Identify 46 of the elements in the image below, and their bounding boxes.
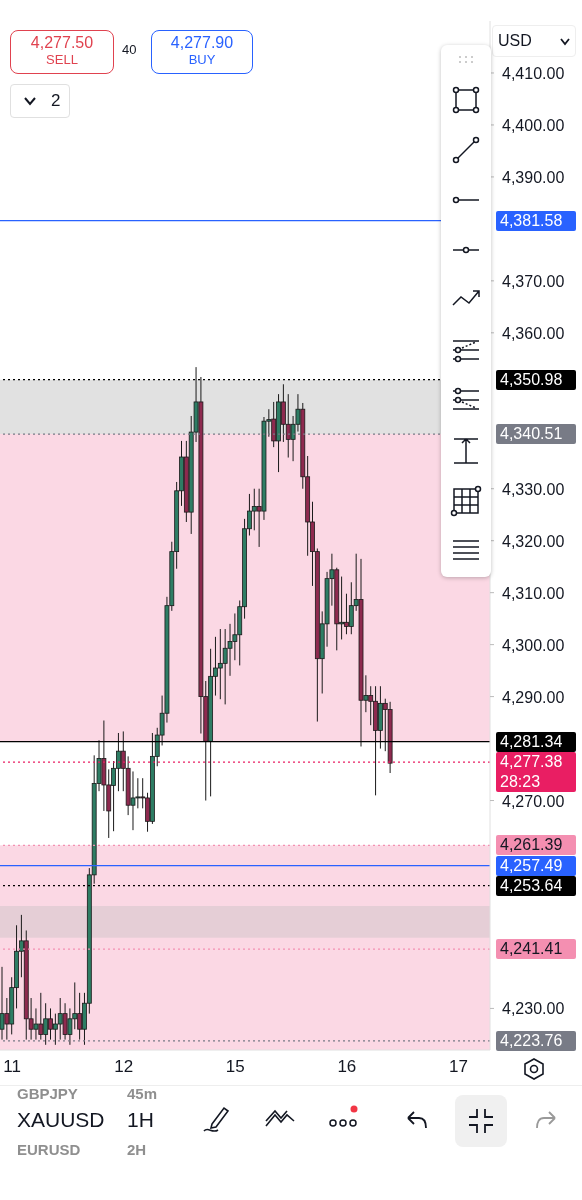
ref-line-label: 4,223.76: [500, 1030, 564, 1051]
y-tick-label: 4,310.00: [502, 584, 565, 602]
x-tick-label: 15: [225, 1057, 245, 1076]
annotation: 2: [51, 91, 61, 111]
y-tick-label: 4,370.00: [502, 272, 565, 290]
ref-line-label: 4,261.39: [500, 835, 564, 856]
ref-line-label: 4,253.64: [500, 875, 564, 896]
y-tick-label: 4,400.00: [502, 116, 565, 134]
ref-line-label: 4,277.38: [500, 752, 564, 773]
candlestick: [0, 966, 5, 1041]
annotation: 40: [122, 42, 137, 57]
x-tick-label: 12: [114, 1057, 134, 1076]
text: 45m: [127, 1085, 158, 1102]
annotation: BUY: [187, 52, 217, 67]
annotation: SELL: [45, 52, 79, 67]
y-tick-label: 4,360.00: [502, 324, 565, 342]
y-tick-label: 4,230.00: [502, 1000, 565, 1018]
annotation: 4,277.90: [169, 34, 235, 52]
candlestick: [251, 488, 257, 531]
candlestick: [280, 383, 286, 443]
y-tick-label: 4,390.00: [502, 168, 565, 186]
y-tick-label: 4,300.00: [502, 636, 565, 654]
ref-line-label: 4,381.58: [500, 210, 564, 231]
ref-line-label: 4,257.49: [500, 855, 564, 876]
ref-line-label: 4,350.98: [500, 369, 564, 390]
text: 28:23: [500, 772, 542, 793]
text: 2H: [127, 1141, 147, 1158]
y-tick-label: 4,330.00: [502, 480, 565, 498]
annotation: 4,277.50: [29, 34, 95, 52]
candlestick: [52, 1013, 58, 1046]
text: GBPJPY: [17, 1085, 78, 1102]
y-tick-label: 4,270.00: [502, 792, 565, 810]
ref-line-label: 4,281.34: [500, 731, 564, 752]
x-tick-label: 11: [3, 1057, 21, 1076]
y-tick-label: 4,290.00: [502, 688, 565, 706]
text: 1H: [127, 1108, 154, 1132]
candlestick: [348, 581, 354, 635]
x-tick-label: 17: [449, 1057, 468, 1076]
ref-line-label: 4,241.41: [500, 939, 564, 960]
y-tick-label: 4,320.00: [502, 532, 565, 550]
x-tick-label: 16: [337, 1057, 357, 1076]
text: XAUUSD: [17, 1108, 105, 1132]
y-tick-label: 4,410.00: [502, 64, 565, 82]
text: EURUSD: [17, 1141, 81, 1158]
ref-line-label: 4,340.51: [500, 424, 564, 445]
text: USD: [498, 32, 532, 50]
